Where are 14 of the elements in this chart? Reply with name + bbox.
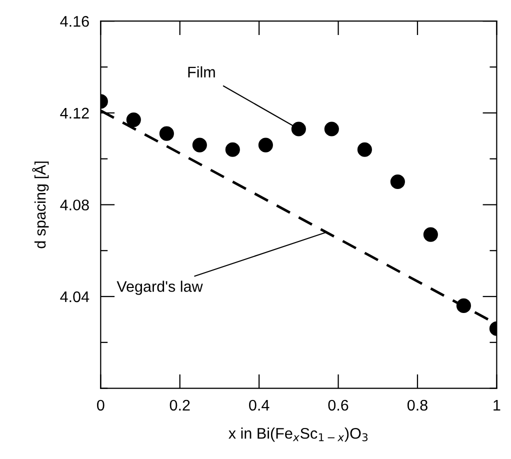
x-tick-label: 0.8 — [407, 400, 428, 411]
x-tick-label: 0.2 — [170, 400, 190, 411]
x-tick-label: 0.4 — [249, 400, 270, 411]
y-tick-label: 4.04 — [60, 291, 90, 302]
annotation: Vegard's law — [116, 280, 203, 295]
y-tick-label: 4.12 — [60, 108, 89, 118]
x-tick-label: 0.6 — [328, 400, 348, 411]
annotation: Film — [188, 66, 215, 78]
x-tick-label: 1 — [494, 400, 500, 410]
y-tick-label: 4.16 — [60, 16, 89, 27]
x-axis-title: x in Bi(Fe$_{x}$Sc$_{1−x}$)O$_{3}$ — [228, 428, 368, 442]
y-axis-title: d spacing [Å] — [32, 162, 49, 248]
y-tick-label: 4.08 — [60, 200, 89, 210]
x-tick-label: 0 — [97, 400, 104, 411]
